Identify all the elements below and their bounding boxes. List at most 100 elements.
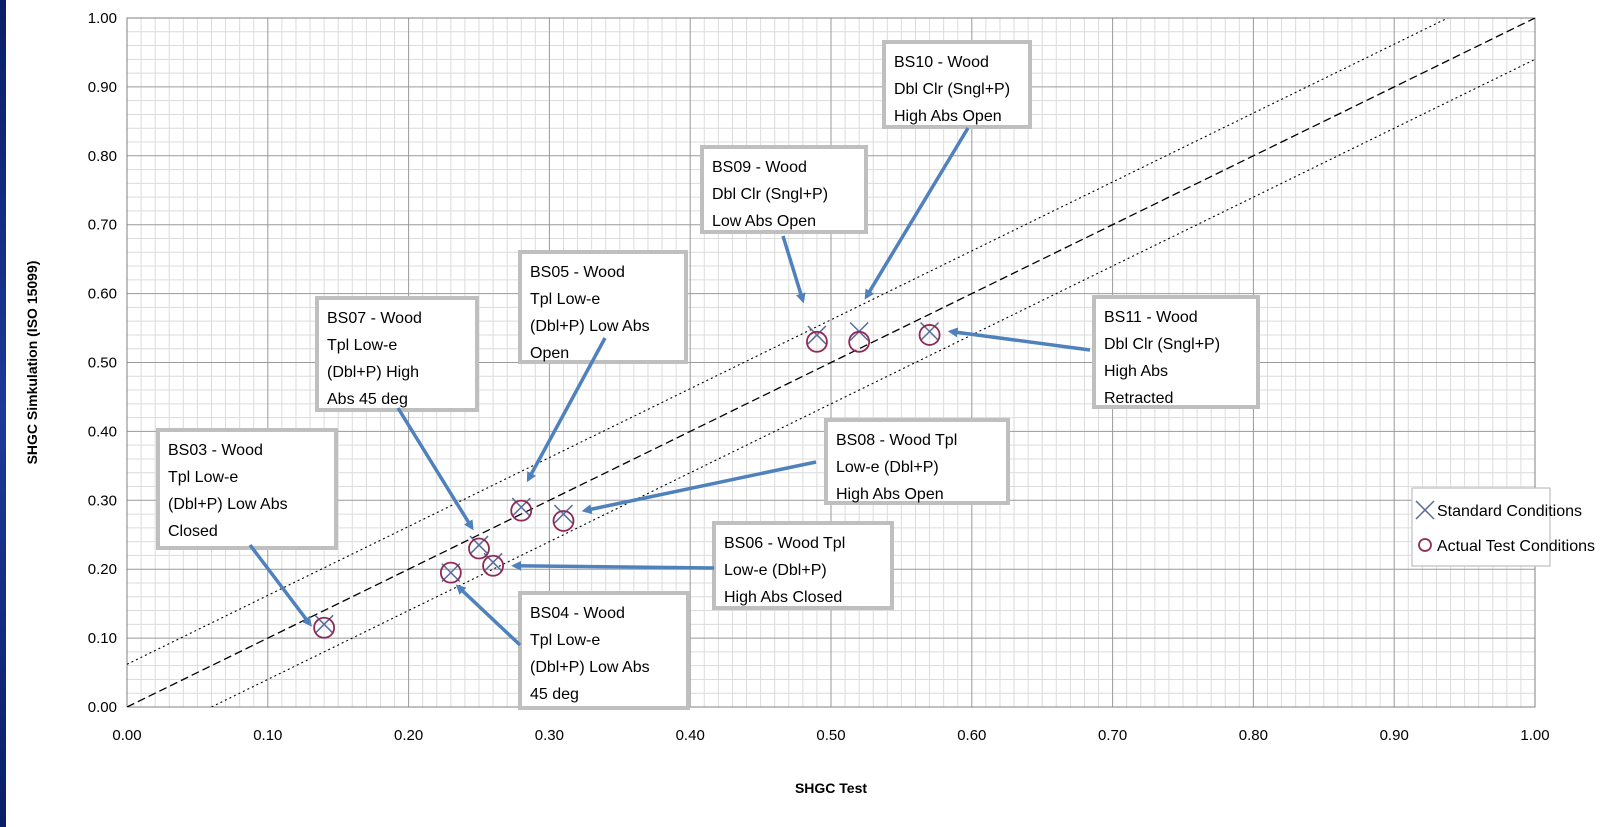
x-tick-label: 0.00 xyxy=(112,727,141,744)
callout-box xyxy=(824,418,1010,505)
x-tick-label: 0.40 xyxy=(676,727,705,744)
y-tick-label: 0.20 xyxy=(88,561,117,578)
callout-text-line: 45 deg xyxy=(530,686,579,703)
standard-conditions-marker xyxy=(441,563,461,583)
actual-test-conditions-marker xyxy=(510,499,533,522)
callout-text-line: Retracted xyxy=(1104,390,1173,407)
actual-test-conditions-marker xyxy=(918,324,941,346)
callout-annotation: BS06 - Wood Tpl Low-e (Dbl+P) High Abs Clo… xyxy=(511,521,894,610)
y-tick-label: 0.40 xyxy=(88,423,117,440)
callout-arrow xyxy=(864,127,970,300)
callout-annotation: BS07 - Wood Tpl Low-e (Dbl+P) High Abs 45 d… xyxy=(315,296,479,531)
callout-annotations: BS03 - Wood Tpl Low-e (Dbl+P) Low Abs Close… xyxy=(156,40,1260,710)
callout-text-line: Low-e (Dbl+P) xyxy=(724,562,827,579)
callout-text-line: High Abs Open xyxy=(836,486,944,503)
callout-text-line: Low-e (Dbl+P) xyxy=(836,459,939,476)
callout-arrow xyxy=(526,337,607,483)
x-tick-label: 0.10 xyxy=(253,727,282,744)
x-axis-tick-labels: 0.00 0.10 0.20 0.30 0.40 0.50 0.60 0.70 0.80 0.90… xyxy=(112,727,1549,744)
x-tick-label: 0.30 xyxy=(535,727,564,744)
legend-box xyxy=(1411,487,1551,567)
legend-entry-label: Actual Test Conditions xyxy=(1437,538,1595,555)
x-axis-title: SHGC Test xyxy=(795,780,867,796)
x-tick-label: 1.00 xyxy=(1520,727,1549,744)
tolerance-line xyxy=(211,58,1535,707)
callout-text-line: Closed xyxy=(168,523,218,540)
actual-test-conditions-marker xyxy=(848,330,871,353)
x-tick-label: 0.70 xyxy=(1098,727,1127,744)
standard-conditions-marker xyxy=(314,614,334,634)
actual-test-conditions-marker xyxy=(482,554,504,577)
callout-text-line: Tpl Low-e xyxy=(168,469,238,486)
callout-box xyxy=(712,521,894,610)
data-markers xyxy=(313,321,941,639)
callout-text-line: High Abs xyxy=(1104,363,1168,380)
callout-annotation: BS04 - Wood Tpl Low-e (Dbl+P) Low Abs 45 de… xyxy=(455,584,690,710)
legend-circle-icon xyxy=(1418,538,1432,552)
standard-conditions-marker xyxy=(511,497,531,517)
y-tick-label: 0.50 xyxy=(88,355,117,372)
callout-arrow xyxy=(947,327,1091,352)
callout-text-line: Dbl Clr (Sngl+P) xyxy=(712,186,828,203)
x-tick-label: 0.90 xyxy=(1380,727,1409,744)
standard-conditions-marker xyxy=(553,504,574,524)
standard-conditions-marker xyxy=(920,321,940,342)
actual-test-conditions-marker xyxy=(468,537,490,560)
callout-text-line: Abs 45 deg xyxy=(327,391,408,408)
callout-text-line: Tpl Low-e xyxy=(327,337,397,354)
callout-text-line: BS08 - Wood Tpl xyxy=(836,432,957,449)
callout-text-line: BS03 - Wood xyxy=(168,442,263,459)
callout-box xyxy=(518,591,690,710)
callout-arrow xyxy=(781,235,806,304)
standard-conditions-marker xyxy=(469,535,489,555)
standard-conditions-marker xyxy=(483,552,503,572)
callout-annotation: BS10 - Wood Dbl Clr (Sngl+P) High Abs Open xyxy=(864,40,1032,300)
y-tick-label: 1.00 xyxy=(88,10,117,27)
reference-lines xyxy=(127,18,1535,707)
callout-arrow xyxy=(455,584,522,647)
callout-box xyxy=(1092,295,1260,409)
actual-test-conditions-marker xyxy=(552,510,575,532)
legend-entry-label: Standard Conditions xyxy=(1437,503,1582,520)
callout-text-line: (Dbl+P) Low Abs xyxy=(530,318,650,335)
callout-text-line: (Dbl+P) Low Abs xyxy=(530,659,650,676)
legend: Standard Conditions Actual Test Condition… xyxy=(1411,487,1595,567)
callout-box xyxy=(315,296,479,412)
callout-text-line: Low Abs Open xyxy=(712,213,816,230)
y-tick-label: 0.00 xyxy=(88,699,117,716)
callout-text-line: Tpl Low-e xyxy=(530,632,600,649)
callout-arrow xyxy=(511,560,715,571)
y-tick-label: 0.70 xyxy=(88,217,117,234)
legend-x-icon xyxy=(1415,500,1435,520)
slide-left-border xyxy=(0,0,6,827)
tolerance-line xyxy=(127,18,1449,665)
y-tick-label: 0.30 xyxy=(88,492,117,509)
plot-area-frame xyxy=(126,17,1536,708)
x-tick-label: 0.60 xyxy=(957,727,986,744)
y-tick-label: 0.90 xyxy=(88,79,117,96)
standard-conditions-marker xyxy=(807,325,827,345)
callout-box xyxy=(156,428,338,550)
y-tick-label: 0.60 xyxy=(88,286,117,303)
callout-text-line: BS09 - Wood xyxy=(712,159,807,176)
callout-box xyxy=(882,40,1032,129)
callout-arrow xyxy=(581,460,817,515)
callout-text-line: (Dbl+P) Low Abs xyxy=(168,496,288,513)
actual-test-conditions-marker xyxy=(439,561,462,584)
callout-text-line: Open xyxy=(530,345,569,362)
y-axis-tick-labels: 0.00 0.10 0.20 0.30 0.40 0.50 0.60 0.70 0.80 0.90… xyxy=(88,10,117,716)
callout-text-line: BS04 - Wood xyxy=(530,605,625,622)
callout-text-line: High Abs Closed xyxy=(724,589,842,606)
callout-text-line: Dbl Clr (Sngl+P) xyxy=(1104,336,1220,353)
callout-arrow xyxy=(248,543,312,627)
actual-test-conditions-marker xyxy=(313,616,336,639)
callout-text-line: Dbl Clr (Sngl+P) xyxy=(894,81,1010,98)
callout-text-line: (Dbl+P) High xyxy=(327,364,419,381)
x-tick-label: 0.20 xyxy=(394,727,423,744)
callout-text-line: Tpl Low-e xyxy=(530,291,600,308)
callout-annotation: BS08 - Wood Tpl Low-e (Dbl+P) High Abs Ope… xyxy=(581,418,1010,515)
callout-annotation: BS09 - Wood Dbl Clr (Sngl+P) Low Abs Open xyxy=(700,145,868,304)
callout-text-line: BS06 - Wood Tpl xyxy=(724,535,845,552)
callout-text-line: High Abs Open xyxy=(894,108,1002,125)
